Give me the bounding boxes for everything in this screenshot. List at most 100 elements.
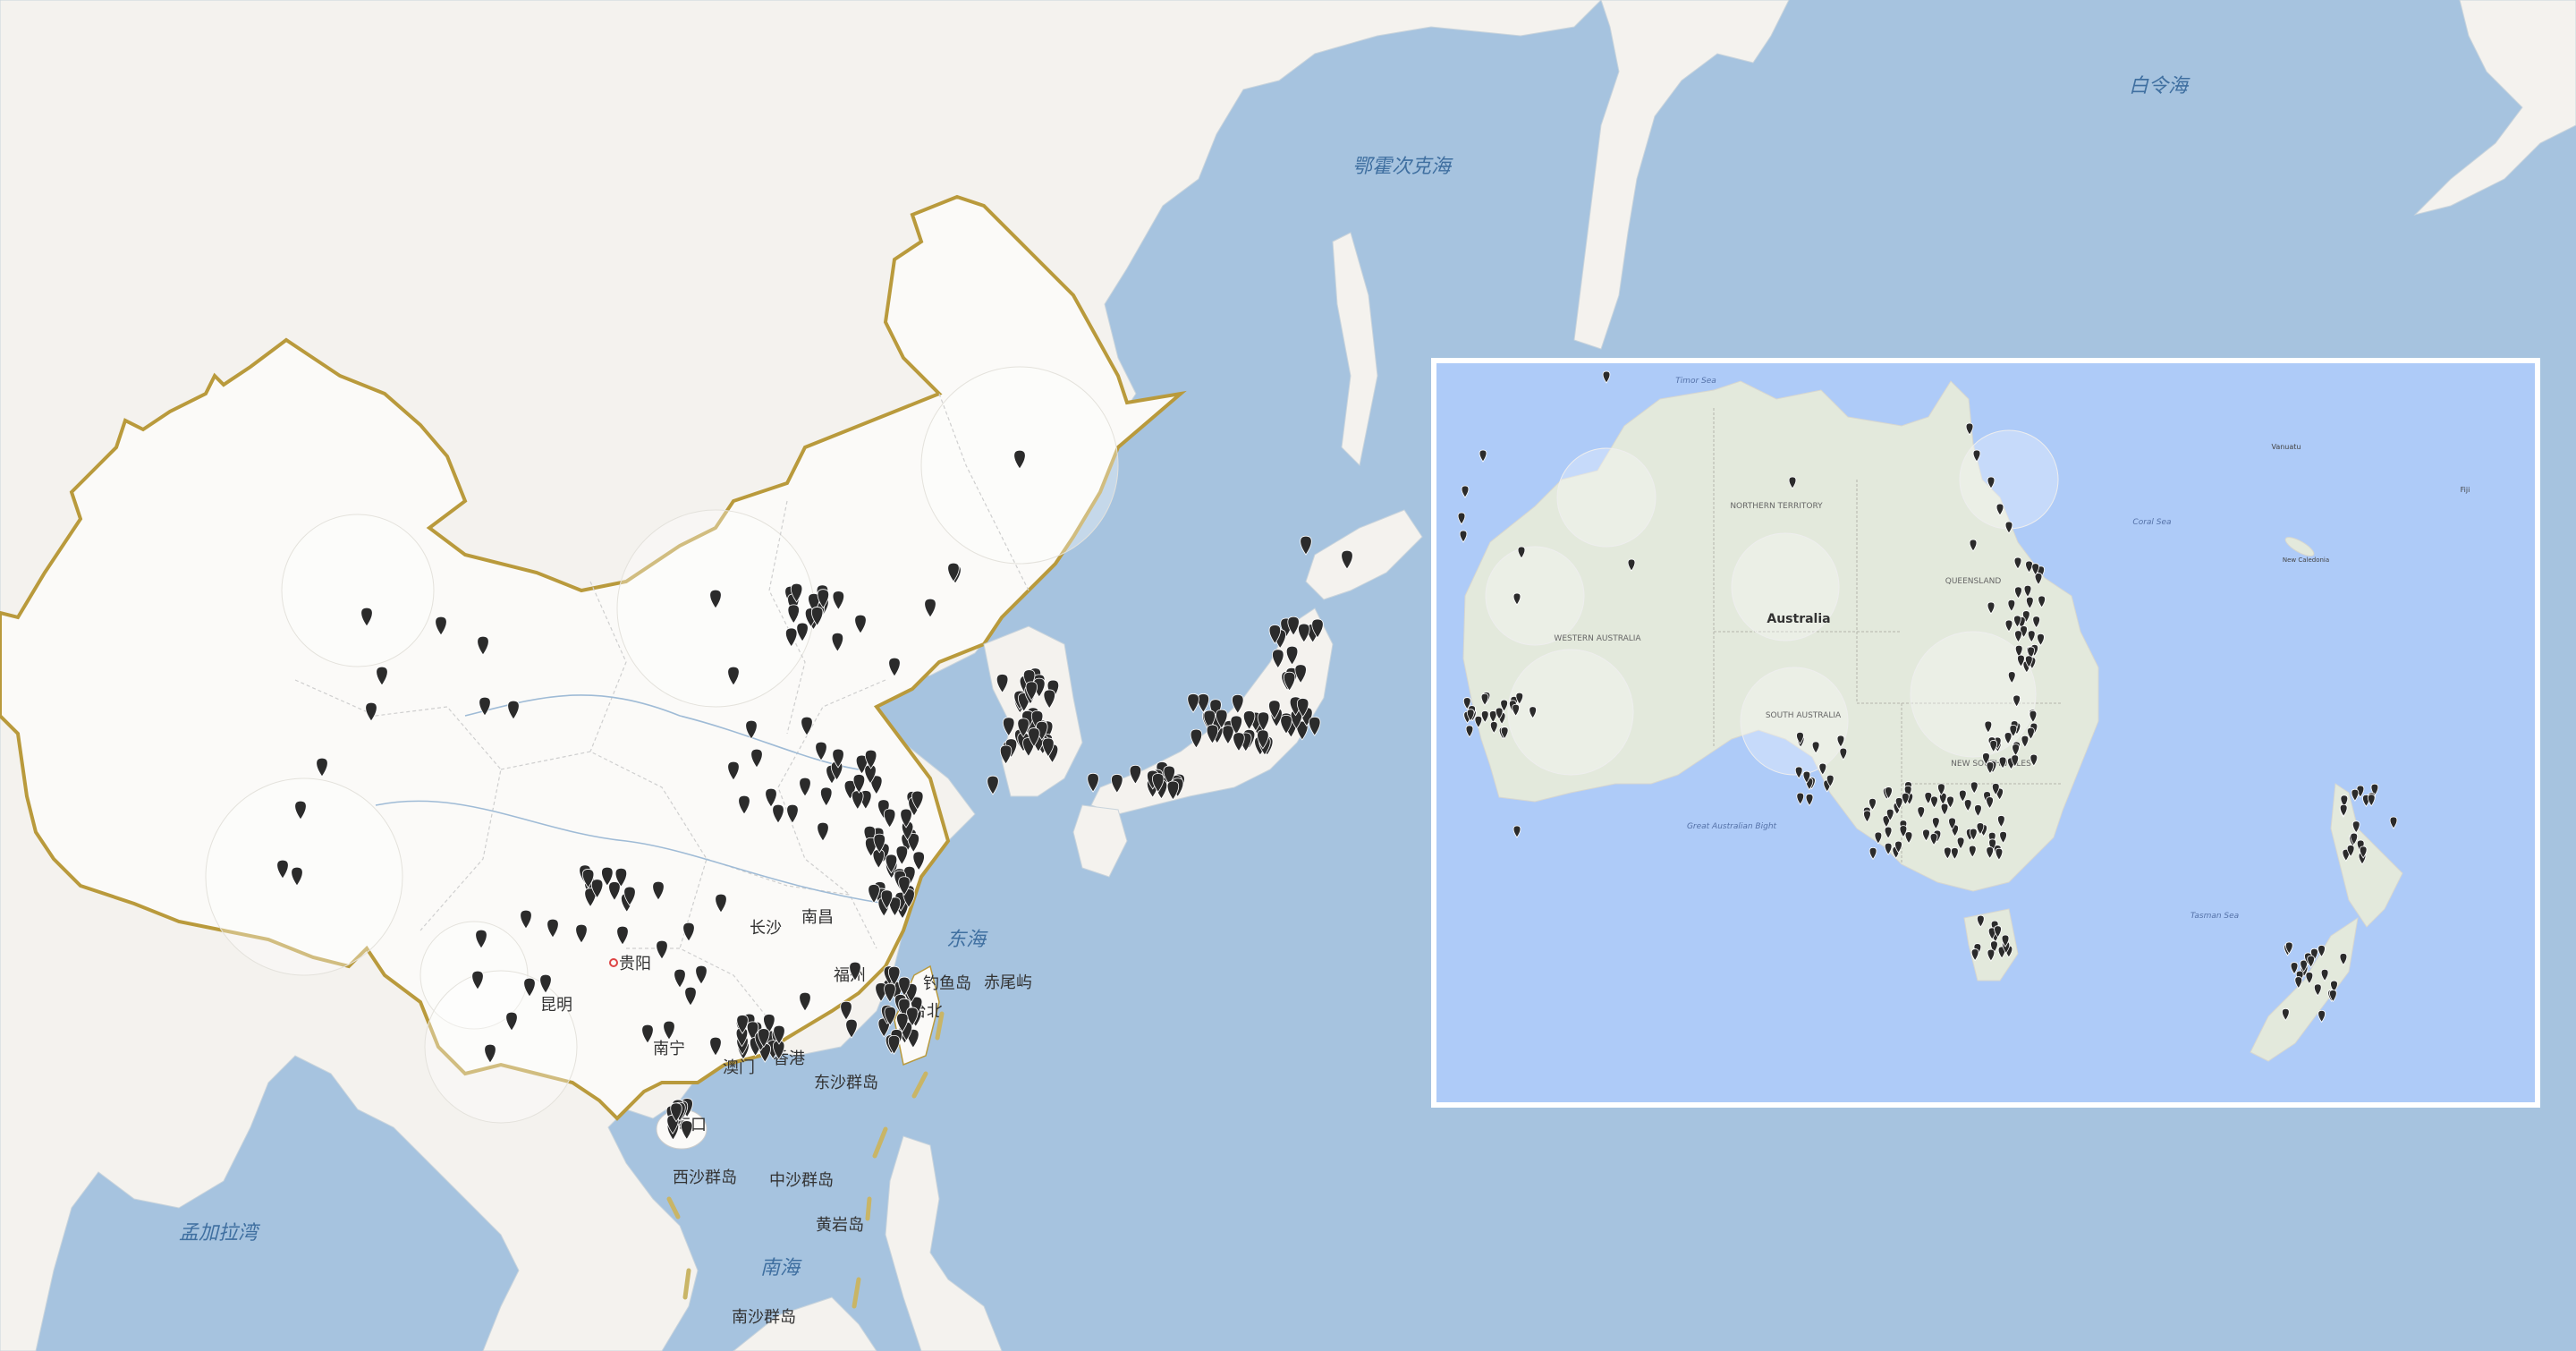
kunming-label[interactable]: 昆明 (540, 996, 572, 1015)
map-pin-icon[interactable] (1999, 830, 2007, 845)
map-pin-icon[interactable] (1222, 725, 1234, 745)
map-pin-icon[interactable] (2004, 619, 2013, 633)
map-pin-icon[interactable] (1465, 725, 1474, 738)
map-pin-icon[interactable] (520, 909, 532, 930)
map-pin-icon[interactable] (1836, 735, 1845, 748)
map-pin-icon[interactable] (1500, 726, 1509, 740)
map-pin-icon[interactable] (832, 748, 844, 769)
map-pin-icon[interactable] (898, 976, 911, 997)
map-pin-icon[interactable] (738, 794, 750, 815)
map-pin-icon[interactable] (2359, 845, 2368, 859)
map-pin-icon[interactable] (376, 666, 388, 686)
map-pin-icon[interactable] (763, 1014, 775, 1033)
map-pin-icon[interactable] (1461, 485, 1470, 498)
map-pin-icon[interactable] (2031, 563, 2040, 576)
map-pin-icon[interactable] (575, 923, 588, 944)
map-pin-icon[interactable] (2340, 794, 2349, 808)
map-pin-icon[interactable] (435, 616, 447, 636)
map-pin-icon[interactable] (616, 925, 629, 946)
map-pin-icon[interactable] (888, 896, 902, 917)
map-pin-icon[interactable] (2318, 945, 2326, 958)
map-pin-icon[interactable] (1280, 714, 1292, 735)
map-pin-icon[interactable] (2351, 820, 2360, 834)
map-pin-icon[interactable] (898, 876, 911, 896)
map-pin-icon[interactable] (684, 986, 697, 1007)
map-pin-icon[interactable] (1986, 796, 1994, 810)
map-pin-icon[interactable] (505, 1011, 518, 1032)
map-pin-icon[interactable] (1894, 840, 1902, 854)
map-pin-icon[interactable] (1982, 752, 1990, 766)
map-pin-icon[interactable] (1287, 616, 1300, 636)
macau-label[interactable]: 澳门 (723, 1058, 755, 1077)
map-pin-icon[interactable] (817, 589, 830, 609)
map-pin-icon[interactable] (2014, 644, 2023, 658)
map-pin-icon[interactable] (1129, 764, 1142, 785)
map-pin-icon[interactable] (2013, 557, 2022, 570)
map-pin-icon[interactable] (790, 582, 803, 603)
map-pin-icon[interactable] (1489, 721, 1498, 735)
map-pin-icon[interactable] (801, 716, 813, 736)
map-pin-icon[interactable] (1974, 804, 1982, 818)
map-pin-icon[interactable] (1025, 681, 1038, 701)
map-pin-icon[interactable] (1232, 694, 1244, 714)
map-pin-icon[interactable] (2339, 953, 2348, 966)
map-pin-icon[interactable] (590, 879, 604, 899)
map-pin-icon[interactable] (2351, 788, 2360, 802)
map-pin-icon[interactable] (787, 604, 800, 625)
map-pin-icon[interactable] (2346, 845, 2355, 858)
map-pin-icon[interactable] (911, 790, 924, 811)
map-pin-icon[interactable] (584, 888, 597, 908)
map-pin-icon[interactable] (1257, 711, 1270, 732)
map-pin-icon[interactable] (1513, 825, 1521, 838)
map-pin-icon[interactable] (1931, 817, 1940, 830)
map-pin-icon[interactable] (1863, 810, 1871, 823)
map-pin-icon[interactable] (880, 889, 894, 910)
map-pin-icon[interactable] (907, 833, 919, 854)
map-pin-icon[interactable] (360, 607, 373, 627)
map-pin-icon[interactable] (2029, 753, 2038, 767)
map-pin-icon[interactable] (773, 1024, 785, 1045)
map-pin-icon[interactable] (1986, 846, 1994, 860)
map-pin-icon[interactable] (581, 869, 595, 888)
map-pin-icon[interactable] (1513, 592, 1521, 606)
map-pin-icon[interactable] (1998, 756, 2007, 769)
map-pin-icon[interactable] (815, 741, 827, 761)
map-pin-icon[interactable] (475, 929, 487, 949)
map-pin-icon[interactable] (772, 803, 784, 824)
map-pin-icon[interactable] (900, 808, 912, 828)
map-pin-icon[interactable] (745, 719, 758, 740)
map-pin-icon[interactable] (1937, 783, 1945, 796)
map-pin-icon[interactable] (1987, 601, 1996, 615)
map-pin-icon[interactable] (1311, 618, 1324, 639)
map-pin-icon[interactable] (1796, 731, 1804, 745)
map-pin-icon[interactable] (709, 589, 722, 609)
map-pin-icon[interactable] (1976, 822, 1985, 836)
map-pin-icon[interactable] (1459, 530, 1468, 543)
map-pin-icon[interactable] (1796, 792, 1805, 805)
map-pin-icon[interactable] (2342, 848, 2351, 862)
map-pin-icon[interactable] (1466, 709, 1475, 722)
map-pin-icon[interactable] (1190, 728, 1203, 749)
map-pin-icon[interactable] (1028, 727, 1040, 748)
map-pin-icon[interactable] (895, 845, 909, 866)
map-pin-icon[interactable] (365, 701, 377, 722)
map-pin-icon[interactable] (810, 607, 824, 626)
map-pin-icon[interactable] (2290, 962, 2299, 975)
map-pin-icon[interactable] (674, 968, 686, 989)
map-pin-icon[interactable] (1794, 766, 1803, 779)
map-pin-icon[interactable] (1901, 792, 1910, 806)
map-pin-icon[interactable] (765, 787, 777, 808)
australia-map[interactable]: NORTHERN TERRITORY WESTERN AUSTRALIA QUE… (1436, 363, 2535, 1102)
map-pin-icon[interactable] (2389, 816, 2398, 829)
map-pin-icon[interactable] (1512, 703, 1520, 717)
map-pin-icon[interactable] (870, 775, 883, 795)
map-pin-icon[interactable] (709, 1036, 722, 1057)
map-pin-icon[interactable] (2034, 573, 2043, 586)
map-pin-icon[interactable] (1987, 948, 1996, 962)
map-pin-icon[interactable] (1894, 797, 1903, 811)
map-pin-icon[interactable] (1984, 720, 1993, 734)
map-pin-icon[interactable] (1152, 773, 1165, 794)
map-pin-icon[interactable] (1272, 649, 1284, 669)
map-pin-icon[interactable] (1986, 761, 1995, 775)
map-pin-icon[interactable] (1968, 845, 1977, 858)
